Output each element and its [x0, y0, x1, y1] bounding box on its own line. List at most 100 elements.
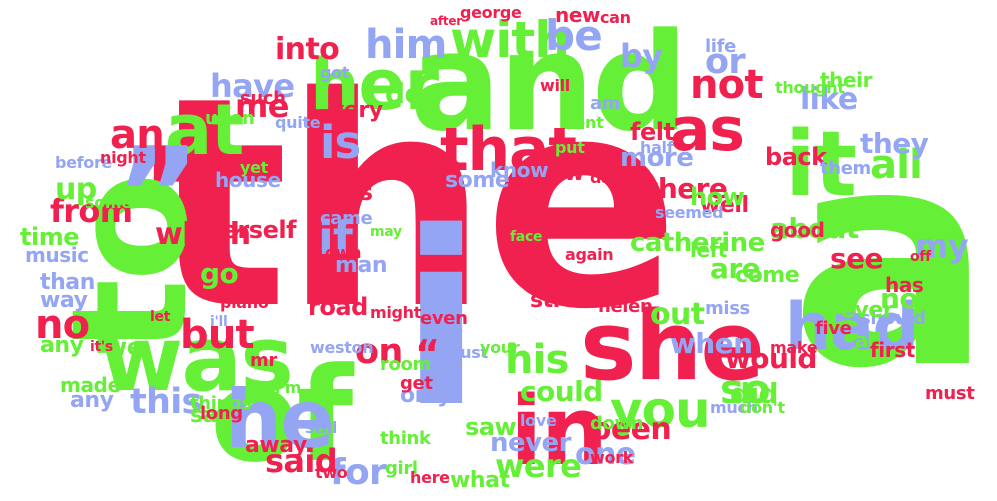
- cloud-word: came: [320, 208, 373, 229]
- cloud-word: on: [355, 332, 403, 372]
- cloud-word: after: [430, 14, 462, 28]
- cloud-word: good: [770, 218, 825, 242]
- cloud-word: can: [600, 8, 631, 27]
- cloud-word: know: [520, 161, 584, 186]
- cloud-word: was: [100, 307, 294, 412]
- cloud-word: away: [245, 433, 307, 458]
- cloud-word: how: [690, 183, 745, 211]
- cloud-word: see: [830, 242, 884, 275]
- cloud-word: or: [705, 42, 746, 82]
- cloud-word: did: [730, 377, 779, 410]
- cloud-word: even: [420, 308, 468, 329]
- cloud-word: made: [60, 373, 121, 397]
- cloud-word: might: [370, 303, 422, 322]
- cloud-word: time: [20, 223, 80, 251]
- cloud-word: the: [150, 36, 680, 373]
- cloud-word: some: [445, 168, 510, 193]
- cloud-word: when: [670, 327, 753, 360]
- cloud-word: about: [770, 212, 859, 245]
- cloud-word: let: [150, 309, 171, 325]
- cloud-word: something: [85, 193, 178, 212]
- cloud-word: me: [235, 87, 289, 125]
- cloud-word: their: [820, 68, 873, 92]
- cloud-word: have: [210, 67, 295, 105]
- cloud-word: before: [55, 153, 113, 172]
- cloud-word: should: [860, 308, 926, 329]
- cloud-word: into: [275, 32, 340, 67]
- cloud-word: we: [105, 333, 143, 361]
- cloud-word: he: [225, 373, 335, 466]
- cloud-word: i'll: [210, 314, 228, 330]
- cloud-word: only: [400, 383, 451, 408]
- cloud-word: down: [590, 413, 644, 434]
- cloud-word: life: [705, 36, 736, 57]
- cloud-word: which: [155, 217, 251, 252]
- cloud-word: weston: [310, 338, 374, 357]
- cloud-word: face: [510, 229, 543, 245]
- cloud-word: don't: [740, 398, 785, 417]
- cloud-word: by: [620, 37, 663, 75]
- cloud-word: much: [710, 398, 758, 417]
- cloud-word: now: [880, 282, 944, 315]
- cloud-word: told: [560, 158, 595, 177]
- cloud-word: very: [330, 98, 383, 123]
- cloud-word: will: [540, 76, 570, 95]
- cloud-word: no: [35, 302, 90, 348]
- cloud-word: saw: [465, 413, 517, 441]
- cloud-word: love: [520, 411, 557, 430]
- cloud-word: two: [315, 463, 348, 482]
- cloud-word: as: [670, 95, 745, 165]
- cloud-word: all: [870, 142, 923, 188]
- cloud-word: back: [765, 143, 827, 171]
- cloud-word: things: [190, 393, 252, 414]
- cloud-word: such: [240, 88, 286, 109]
- cloud-word: than: [40, 270, 95, 295]
- cloud-word: but: [180, 312, 255, 358]
- cloud-word: house: [215, 168, 281, 192]
- cloud-word: thought: [775, 78, 845, 97]
- cloud-word: five: [815, 318, 852, 339]
- cloud-word: make: [770, 338, 818, 357]
- cloud-word: never: [490, 428, 571, 458]
- cloud-word: man: [335, 253, 388, 278]
- cloud-word: had: [785, 290, 919, 365]
- cloud-word: girl: [385, 458, 418, 479]
- cloud-word: here: [410, 468, 450, 487]
- cloud-word: she: [580, 292, 765, 402]
- cloud-word: any: [40, 333, 84, 358]
- cloud-word: are: [710, 252, 761, 285]
- cloud-word: own: [325, 243, 362, 262]
- cloud-word: your: [480, 338, 520, 357]
- cloud-word: piano: [220, 293, 269, 312]
- cloud-word: upon: [205, 108, 255, 129]
- cloud-word: that: [440, 115, 577, 185]
- cloud-word: would: [725, 342, 817, 375]
- cloud-word: just: [455, 343, 488, 362]
- cloud-word: felt: [630, 118, 675, 146]
- cloud-word: a: [790, 85, 992, 434]
- cloud-word: and: [410, 4, 688, 161]
- cloud-word: said: [265, 442, 338, 480]
- cloud-word: is: [320, 116, 361, 169]
- cloud-word: got: [320, 63, 350, 82]
- cloud-word: well: [700, 193, 749, 218]
- cloud-word: him: [365, 22, 447, 68]
- cloud-word: too: [820, 273, 864, 301]
- cloud-word: know: [490, 158, 549, 182]
- cloud-word: get: [400, 373, 433, 394]
- cloud-word: work: [590, 448, 634, 467]
- cloud-word: an: [110, 112, 165, 158]
- cloud-word: off: [910, 249, 931, 265]
- cloud-word: come: [735, 263, 800, 288]
- cloud-word: room: [380, 354, 431, 375]
- cloud-word: for: [330, 452, 387, 493]
- cloud-word: street: [530, 288, 603, 313]
- cloud-word: do: [385, 77, 424, 110]
- cloud-word: of: [210, 339, 353, 491]
- cloud-word: her: [310, 44, 439, 126]
- cloud-word: night: [100, 148, 146, 167]
- cloud-word: george: [460, 3, 522, 22]
- cloud-word: go: [200, 257, 239, 290]
- cloud-word: has: [885, 273, 924, 297]
- cloud-word: first: [870, 338, 915, 362]
